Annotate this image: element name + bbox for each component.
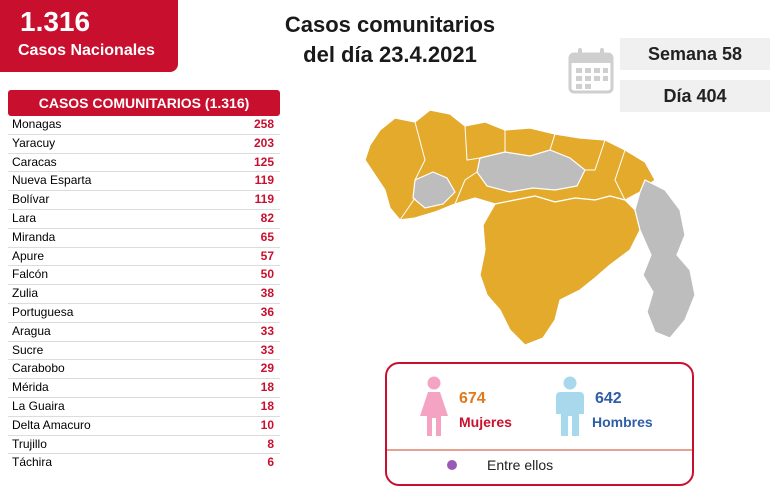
title-line-2: del día 23.4.2021 (303, 42, 477, 67)
title-line-1: Casos comunitarios (284, 12, 496, 37)
table-row: Portuguesa 36 (8, 304, 280, 323)
table-row: Carabobo 29 (8, 360, 280, 380)
case-count: 33 (260, 323, 274, 338)
table-row: Monagas 258 (8, 116, 280, 135)
table-row: Apure 57 (8, 248, 280, 267)
table-row: Zulia 38 (8, 285, 280, 304)
state-name: Portuguesa (12, 304, 74, 319)
table-row: Sucre 33 (8, 342, 280, 361)
state-name: Carabobo (12, 361, 65, 376)
case-count: 36 (260, 304, 274, 319)
case-count: 6 (267, 455, 274, 470)
state-name: Falcón (12, 267, 49, 282)
page-title: Casos comunitarios del día 23.4.2021 (255, 10, 525, 70)
case-count: 57 (260, 248, 274, 263)
case-count: 50 (260, 267, 274, 282)
table-row: Falcón 50 (8, 266, 280, 286)
table-row: Nueva Esparta 119 (8, 172, 280, 192)
table-body: Monagas 258 Yaracuy 203 Caracas 125 Nueva Espa… (8, 116, 280, 470)
woman-icon (420, 376, 448, 436)
case-count: 33 (260, 342, 274, 357)
state-name: Caracas (12, 154, 57, 169)
bullet-icon (447, 460, 457, 470)
state-name: Nueva Esparta (12, 173, 92, 188)
state-name: Lara (12, 210, 37, 225)
map-region-gray-west (412, 171, 456, 209)
table-row: Lara 82 (8, 210, 280, 229)
state-name: Miranda (12, 229, 56, 244)
table-row: Bolívar 119 (8, 191, 280, 210)
calendar-icon (568, 48, 614, 94)
case-count: 29 (260, 361, 274, 376)
state-name: Aragua (12, 323, 51, 338)
table-row: La Guaira 18 (8, 398, 280, 417)
case-count: 258 (253, 117, 274, 131)
case-count: 82 (260, 210, 274, 225)
table-row: Trujillo 8 (8, 436, 280, 455)
case-count: 18 (260, 380, 274, 395)
case-count: 119 (254, 173, 274, 188)
table-row: Caracas 125 (8, 154, 280, 173)
state-name: Mérida (12, 380, 49, 395)
state-name: Delta Amacuro (12, 417, 91, 432)
case-count: 203 (253, 135, 274, 150)
map-region-gray-east (634, 179, 696, 339)
gender-breakdown-box: 674 Mujeres 642 Hombres Entre ellos (385, 362, 694, 486)
gender-divider (387, 449, 692, 451)
footer-text: Entre ellos (487, 457, 554, 473)
case-count: 38 (260, 286, 274, 301)
state-name: Trujillo (12, 436, 47, 451)
case-count: 18 (260, 398, 274, 413)
state-name: Sucre (12, 342, 44, 357)
case-count: 125 (253, 154, 274, 169)
table-row: Yaracuy 203 (8, 135, 280, 154)
map-region-gray-center (476, 149, 586, 193)
state-name: La Guaira (12, 398, 65, 413)
case-count: 8 (267, 436, 274, 451)
state-name: Táchira (12, 455, 53, 470)
table-row: Mérida 18 (8, 379, 280, 398)
table-row: Miranda 65 (8, 229, 280, 248)
venezuela-map (364, 109, 696, 346)
state-name: Monagas (12, 117, 62, 131)
women-count: 674 (459, 390, 486, 407)
state-name: Apure (12, 248, 45, 263)
state-name: Zulia (12, 286, 39, 301)
national-cases-count: 1.316 (20, 6, 91, 37)
case-count: 65 (260, 229, 274, 244)
state-name: Yaracuy (12, 135, 56, 150)
case-count: 10 (260, 417, 274, 432)
men-label: Hombres (592, 414, 653, 430)
table-row: Aragua 33 (8, 323, 280, 342)
women-label: Mujeres (459, 414, 512, 430)
table-row: Táchira 6 (8, 454, 280, 470)
man-icon (556, 376, 584, 436)
table-heading: CASOS COMUNITARIOS (1.316) (8, 90, 280, 116)
community-cases-table: CASOS COMUNITARIOS (1.316) Monagas 258 Yar… (8, 90, 280, 470)
state-name: Bolívar (12, 192, 50, 207)
national-cases-label: Casos Nacionales (18, 42, 155, 59)
men-count: 642 (595, 390, 622, 407)
table-row: Delta Amacuro 10 (8, 417, 280, 436)
week-box: Semana 58 (620, 38, 770, 70)
map-region-south (479, 195, 641, 346)
national-cases-badge: 1.316 Casos Nacionales (0, 0, 178, 72)
day-box: Día 404 (620, 80, 770, 112)
case-count: 119 (254, 192, 274, 207)
